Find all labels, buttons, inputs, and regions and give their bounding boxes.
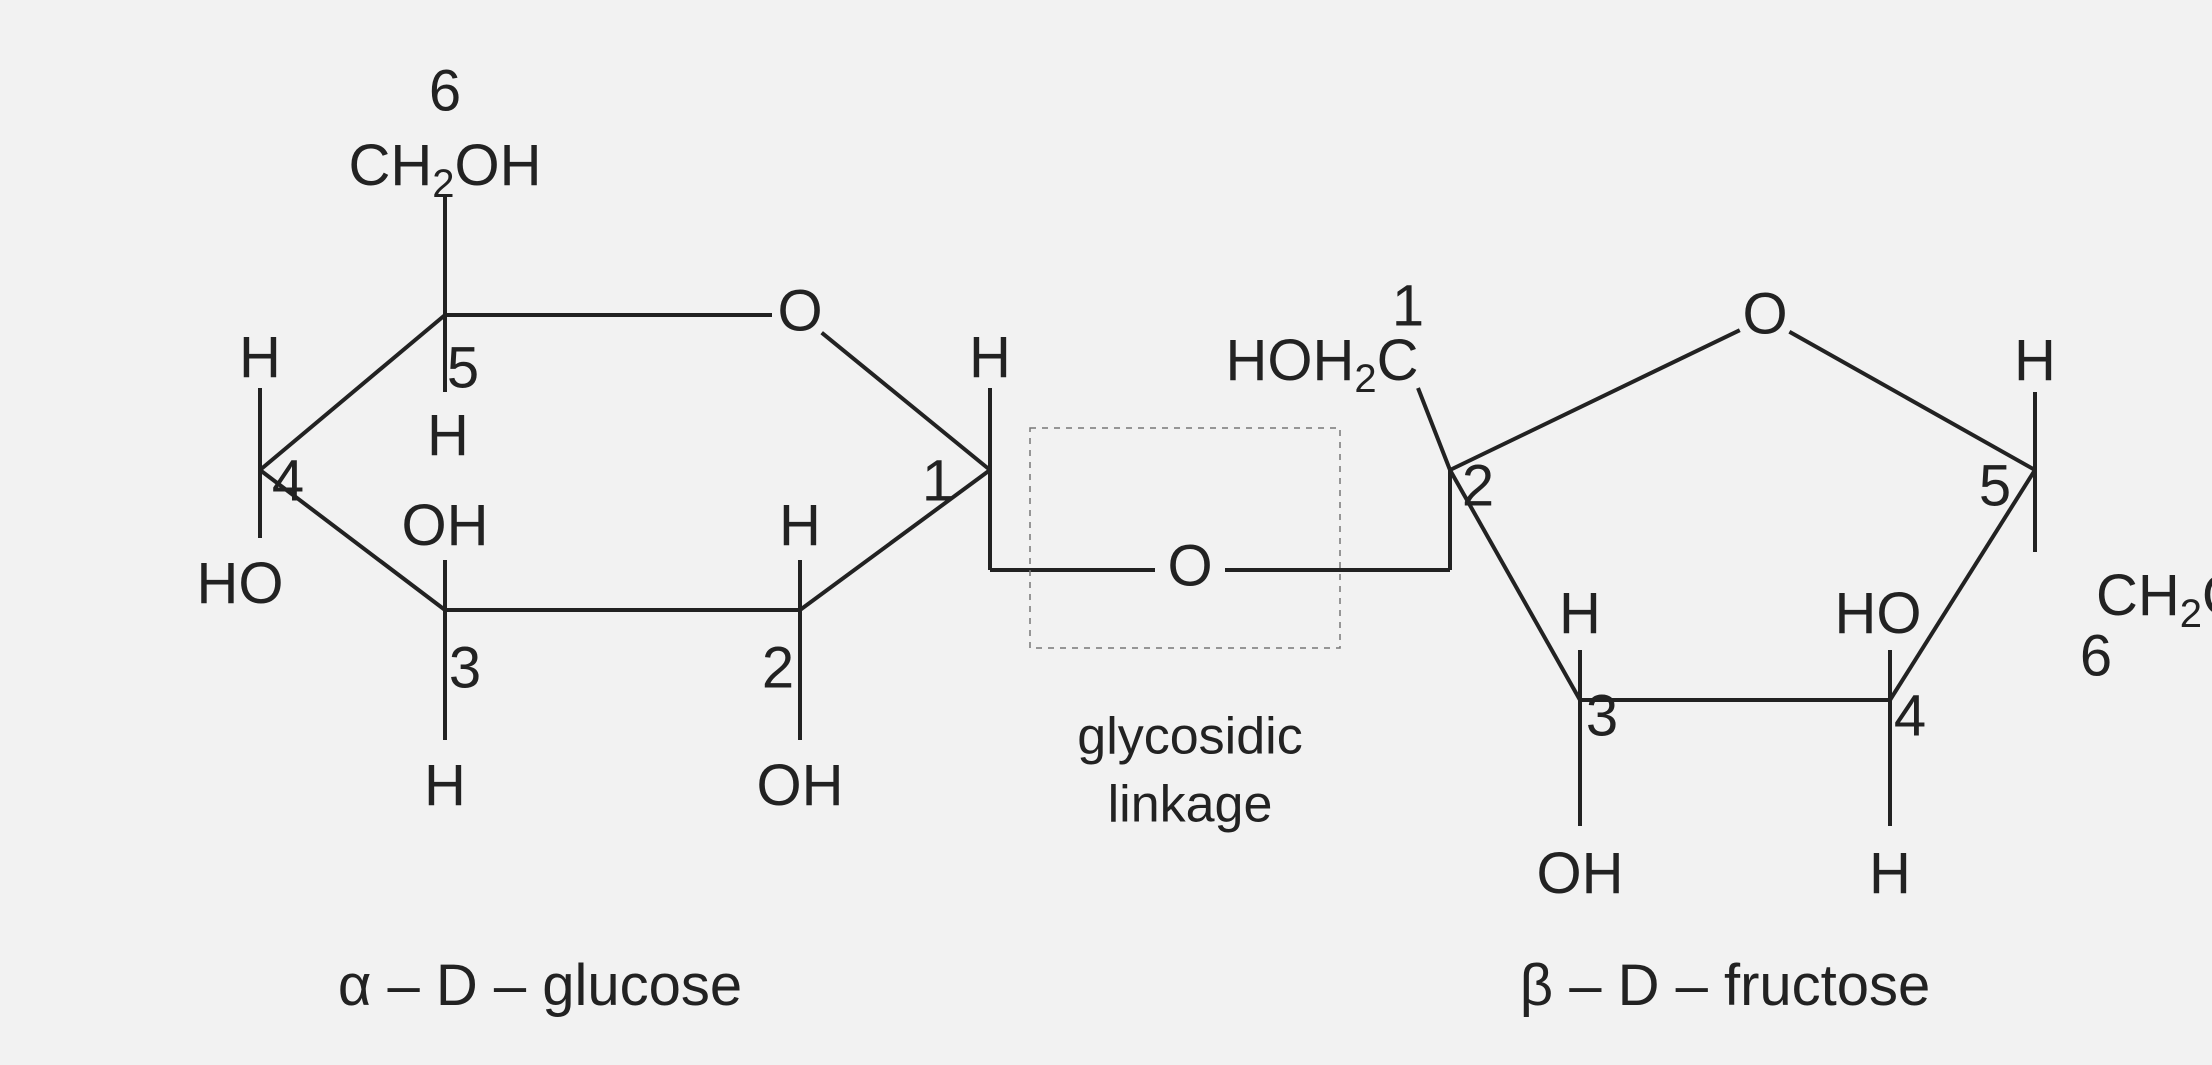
glucose-carbon-n5: 5 (447, 335, 479, 400)
fructose-carbon-n2: 2 (1462, 453, 1494, 518)
fructose-sub-c4_HO: HO (1835, 581, 1922, 646)
fructose-carbon-n3: 3 (1586, 683, 1618, 748)
glucose-carbon-n1: 1 (922, 448, 954, 513)
glycosidic-oxygen: O (1167, 533, 1212, 598)
fructose-ring-oxygen: O (1742, 281, 1787, 346)
fructose-carbon-n6: 6 (2080, 623, 2112, 688)
glucose-sub-c2_H: H (779, 493, 821, 558)
fructose-sub-c2_CH2OH: HOH2C (1225, 328, 1418, 400)
glucose-carbon-n6: 6 (429, 58, 461, 123)
sucrose-structure-diagram: O123456HHOHOHHHHOHCH2OHOglycosidiclinkag… (0, 0, 2212, 1065)
glucose-ring-oxygen: O (777, 278, 822, 343)
glycosidic-caption-1: glycosidic (1077, 708, 1302, 766)
fructose-carbon-n4: 4 (1894, 683, 1926, 748)
glucose-sub-c1_H: H (969, 325, 1011, 390)
fructose-sub-c5_H: H (2014, 328, 2056, 393)
glucose-sub-c2_OH: OH (757, 753, 844, 818)
glucose-carbon-n4: 4 (272, 448, 304, 513)
glycosidic-caption-2: linkage (1108, 776, 1273, 834)
glucose-caption: α – D – glucose (338, 953, 742, 1018)
glucose-carbon-n3: 3 (449, 635, 481, 700)
fructose-sub-c5_CH2OH: CH2OH (2096, 563, 2212, 635)
glucose-carbon-n2: 2 (762, 635, 794, 700)
glucose-sub-c4_HO: HO (197, 551, 284, 616)
glucose-sub-c5_H: H (427, 403, 469, 468)
fructose-caption: β – D – fructose (1520, 953, 1931, 1018)
fructose-sub-c4_H: H (1869, 841, 1911, 906)
glucose-sub-c3_H: H (424, 753, 466, 818)
glucose-sub-c3_OH: OH (402, 493, 489, 558)
fructose-carbon-n5: 5 (1979, 453, 2011, 518)
glucose-sub-c4_H: H (239, 325, 281, 390)
fructose-sub-c3_OH: OH (1537, 841, 1624, 906)
fructose-sub-c3_H: H (1559, 581, 1601, 646)
glucose-sub-c5_CH2OH: CH2OH (348, 133, 541, 205)
